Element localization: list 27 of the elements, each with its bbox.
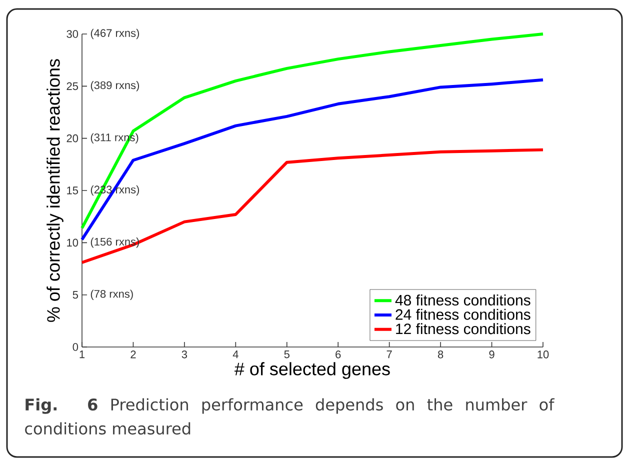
y-tick-label: 20 xyxy=(66,134,78,142)
x-tick-label: 10 xyxy=(538,350,549,358)
legend-label: 12 fitness conditions xyxy=(396,323,530,334)
x-tick-label: 6 xyxy=(336,350,341,358)
x-tick-label: 4 xyxy=(232,350,238,358)
x-tick-label: 3 xyxy=(182,350,188,358)
y-tick-label: 15 xyxy=(67,186,78,194)
y-tick-label: 5 xyxy=(72,291,78,299)
x-tick-label: 2 xyxy=(130,350,136,358)
x-tick-label: 5 xyxy=(284,350,290,358)
y-tick-label: 10 xyxy=(67,238,78,247)
x-tick-label: 9 xyxy=(489,350,494,358)
y-tick-label: 25 xyxy=(66,82,78,90)
x-axis-title: # of selected genes xyxy=(234,362,390,379)
text: Fig. 6 Prediction performance depends on the number of conditions measured xyxy=(25,398,555,435)
y-tick-label: 30 xyxy=(66,30,78,38)
x-tick-label: 8 xyxy=(438,350,444,358)
y-tick-label: 0 xyxy=(72,343,78,351)
y-axis-title: % of correctly identified reactions xyxy=(46,59,64,322)
legend-label: 24 fitness conditions xyxy=(396,308,530,320)
x-tick-label: 1 xyxy=(80,350,85,358)
annotation: (467 rxns) xyxy=(90,28,140,40)
legend-label: 48 fitness conditions xyxy=(395,294,530,306)
x-tick-label: 7 xyxy=(386,350,392,358)
annotation: (389 rxns) xyxy=(90,81,140,92)
annotation: (78 rxns) xyxy=(90,290,133,300)
line-series xyxy=(80,148,544,264)
